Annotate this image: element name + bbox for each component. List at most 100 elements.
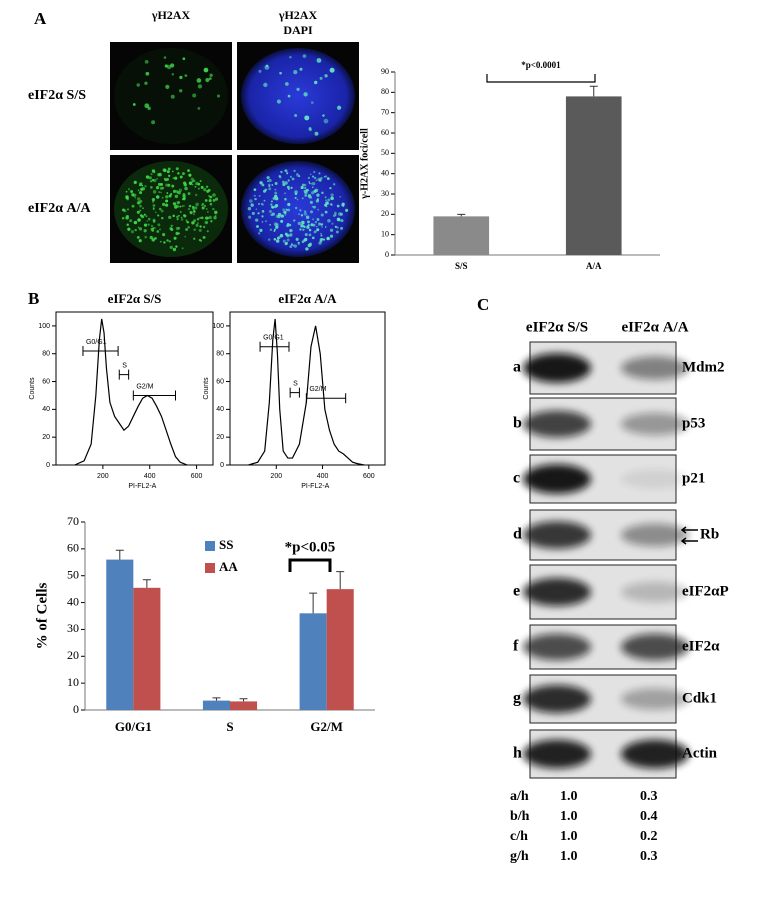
focus (247, 206, 252, 211)
focus (324, 196, 327, 199)
focus (258, 203, 260, 205)
focus (338, 218, 341, 221)
focus (177, 191, 181, 195)
focus (304, 115, 310, 121)
focus (318, 241, 322, 245)
gate (305, 393, 347, 404)
focus (297, 241, 300, 244)
ratio-cell: g/h (510, 849, 529, 864)
focus (329, 228, 334, 232)
focus (293, 244, 297, 248)
focus (166, 192, 169, 194)
y-tick-label: 100 (38, 323, 50, 330)
focus (301, 197, 304, 200)
focus (286, 233, 290, 238)
focus (199, 225, 202, 228)
focus (151, 178, 155, 182)
focus (318, 172, 321, 175)
focus (335, 230, 339, 234)
focus (276, 99, 282, 104)
focus (152, 220, 156, 223)
focus (121, 216, 125, 220)
ratio-cell: 0.3 (640, 789, 658, 804)
focus (304, 194, 307, 197)
focus (284, 192, 286, 195)
focus (176, 215, 179, 219)
error-bar (115, 549, 124, 560)
focus (277, 236, 281, 240)
focus (200, 240, 202, 242)
focus (167, 167, 171, 171)
focus (336, 105, 342, 110)
focus (305, 247, 309, 251)
focus (136, 83, 140, 87)
focus (300, 224, 304, 228)
focus (149, 235, 153, 240)
focus (311, 205, 314, 208)
error-bar (212, 697, 221, 701)
focus (273, 229, 276, 232)
focus (158, 207, 162, 211)
focus (333, 183, 336, 186)
focus (171, 170, 174, 173)
focus (191, 183, 194, 186)
focus (179, 205, 182, 208)
focus (316, 228, 320, 232)
focus (313, 176, 317, 180)
focus (254, 197, 257, 201)
focus (176, 218, 179, 221)
legend-swatch (205, 541, 215, 551)
y-tick-label: 40 (216, 406, 224, 413)
focus (180, 216, 183, 219)
focus (160, 191, 162, 194)
focus (287, 202, 291, 207)
focus (322, 114, 325, 117)
focus (191, 179, 194, 182)
focus (209, 73, 213, 77)
focus (144, 185, 147, 188)
focus (302, 228, 305, 231)
focus (293, 169, 296, 173)
focus (284, 197, 287, 201)
focus (341, 204, 344, 207)
focus (316, 198, 319, 202)
x-tick-label: 600 (363, 473, 375, 480)
focus (184, 186, 188, 191)
focus (256, 225, 259, 228)
focus (287, 94, 291, 98)
gate-label: G0/G1 (263, 335, 284, 342)
bar (433, 216, 490, 255)
band (523, 464, 591, 494)
focus (182, 193, 186, 197)
focus (185, 219, 188, 222)
focus (166, 239, 169, 242)
focus (136, 197, 141, 201)
focus (213, 216, 217, 220)
focus (203, 204, 207, 208)
focus (284, 169, 287, 172)
y-tick-label: 20 (42, 434, 50, 441)
focus (197, 222, 199, 224)
focus (146, 220, 149, 222)
focus (144, 59, 149, 64)
focus (261, 210, 265, 213)
x-tick-label: G0/G1 (115, 719, 152, 734)
focus (214, 197, 219, 201)
focus (186, 221, 190, 224)
y-tick-label: 80 (381, 87, 389, 96)
y-tick-label: 60 (42, 378, 50, 385)
lane-header: eIF2α A/A (621, 319, 688, 335)
focus (304, 186, 307, 190)
focus (200, 185, 204, 189)
focus (300, 185, 304, 190)
focus (321, 191, 324, 195)
focus (181, 247, 184, 250)
focus (334, 211, 337, 215)
focus (325, 201, 329, 205)
focus (324, 175, 328, 178)
focus (144, 81, 148, 85)
focus (183, 181, 187, 185)
focus (294, 196, 297, 199)
column-header: γH2AX (278, 8, 318, 22)
